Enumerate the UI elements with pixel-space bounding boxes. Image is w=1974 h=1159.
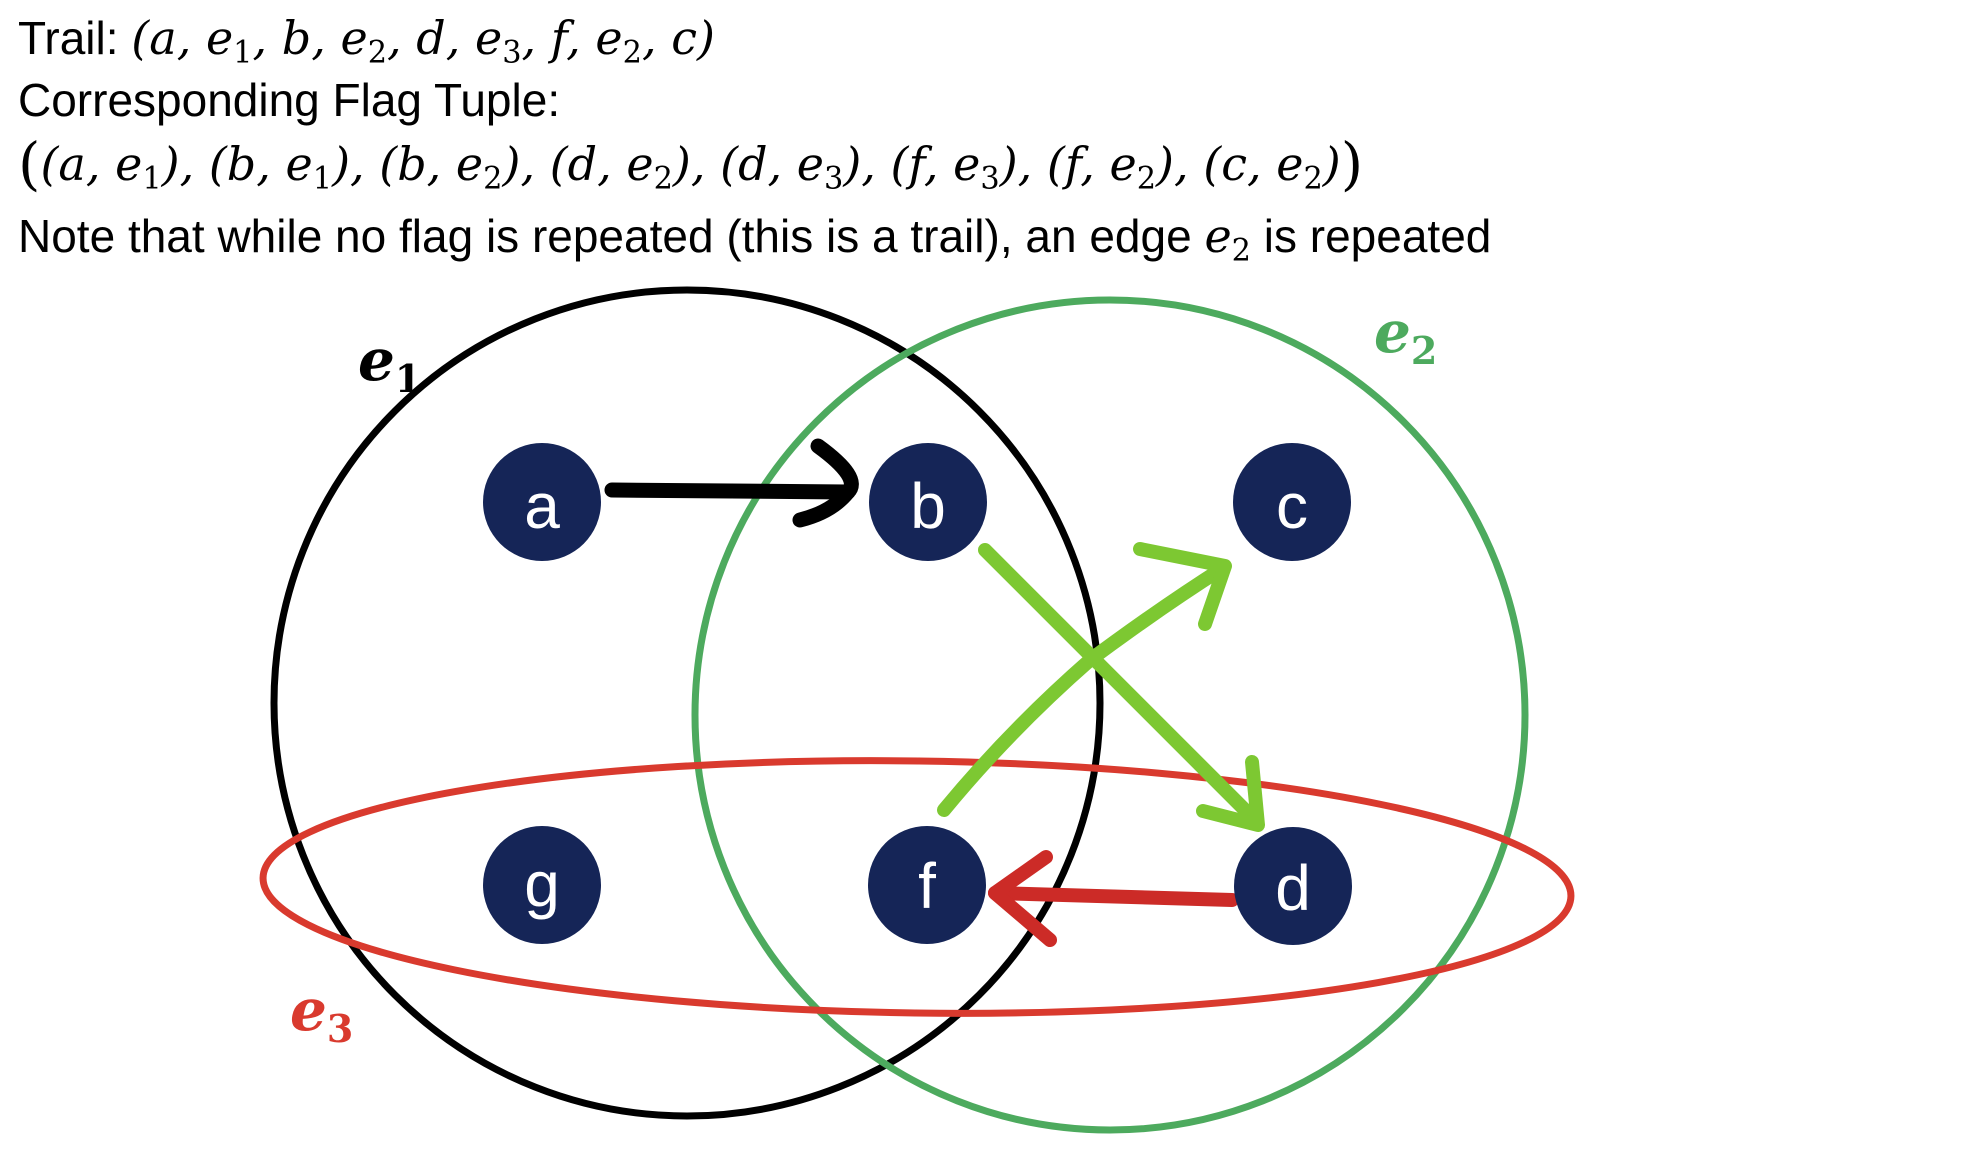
arrow-b-to-d bbox=[978, 543, 1265, 832]
trail-vertex: a bbox=[149, 11, 177, 65]
flag-pair: (c, e2) bbox=[1203, 137, 1341, 197]
node-d: d bbox=[1234, 827, 1352, 945]
node-a-label: a bbox=[524, 470, 560, 542]
flag-pair: (b, e2) bbox=[379, 137, 521, 197]
note-line: Note that while no flag is repeated (thi… bbox=[18, 206, 1491, 282]
node-b-label: b bbox=[910, 470, 946, 542]
node-g-label: g bbox=[524, 848, 560, 920]
node-b: b bbox=[869, 443, 987, 561]
node-a: a bbox=[483, 443, 601, 561]
trail-vertex: c bbox=[671, 11, 697, 65]
note-text-after: is repeated bbox=[1251, 210, 1492, 262]
note-edge: e2 bbox=[1204, 209, 1251, 269]
flag-pair: (a, e1) bbox=[40, 137, 180, 197]
node-c: c bbox=[1233, 443, 1351, 561]
flag-pair: (f, e3) bbox=[890, 137, 1018, 197]
trail-vertex: d bbox=[416, 11, 446, 65]
hyperedge-e1-label: e1 bbox=[358, 326, 421, 401]
hyperedge-e3-label: e3 bbox=[290, 976, 353, 1051]
arrow-d-to-f bbox=[988, 850, 1239, 947]
node-d-label: d bbox=[1275, 852, 1311, 924]
trail-edge: e2 bbox=[340, 11, 388, 71]
flag-tuple-heading: Corresponding Flag Tuple: bbox=[18, 74, 561, 126]
flag-tuple-line: ((a, e1), (b, e1), (b, e2), (d, e2), (d,… bbox=[18, 134, 1363, 210]
flag-tuple-sequence: ((a, e1), (b, e1), (b, e2), (d, e2), (d,… bbox=[18, 130, 1364, 198]
flag-pair: (f, e2) bbox=[1046, 137, 1174, 197]
note-edge-subscript: 2 bbox=[1231, 233, 1251, 269]
node-f-label: f bbox=[918, 850, 936, 922]
trail-edge: e2 bbox=[595, 11, 642, 71]
note-edge-symbol: e bbox=[1204, 209, 1232, 263]
hyperedge-e1 bbox=[270, 286, 1104, 1120]
trail-vertex: f bbox=[550, 11, 567, 65]
flag-pair: (d, e3) bbox=[720, 137, 862, 197]
trail-line: Trail: (a, e1, b, e2, d, e3, f, e2, c) bbox=[18, 8, 715, 84]
trail-edge: e1 bbox=[205, 11, 253, 71]
node-g: g bbox=[483, 826, 601, 944]
hyperedge-e2-label: e2 bbox=[1374, 298, 1437, 373]
trail-sequence: (a, e1, b, e2, d, e3, f, e2, c) bbox=[131, 11, 715, 71]
flag-pair: (b, e1) bbox=[208, 137, 351, 197]
flag-pair: (d, e2) bbox=[549, 137, 691, 197]
arrow-a-to-b bbox=[604, 438, 859, 528]
node-c-label: c bbox=[1276, 470, 1308, 542]
arrow-f-to-c bbox=[937, 542, 1232, 817]
trail-vertex: b bbox=[281, 11, 312, 65]
node-f: f bbox=[868, 826, 986, 944]
hyperedge-e3 bbox=[259, 757, 1575, 1017]
note-text-before: Note that while no flag is repeated (thi… bbox=[18, 210, 1205, 262]
trail-edge: e3 bbox=[474, 11, 522, 71]
hyperedge-e2 bbox=[691, 296, 1529, 1134]
trail-label: Trail: bbox=[18, 12, 132, 64]
